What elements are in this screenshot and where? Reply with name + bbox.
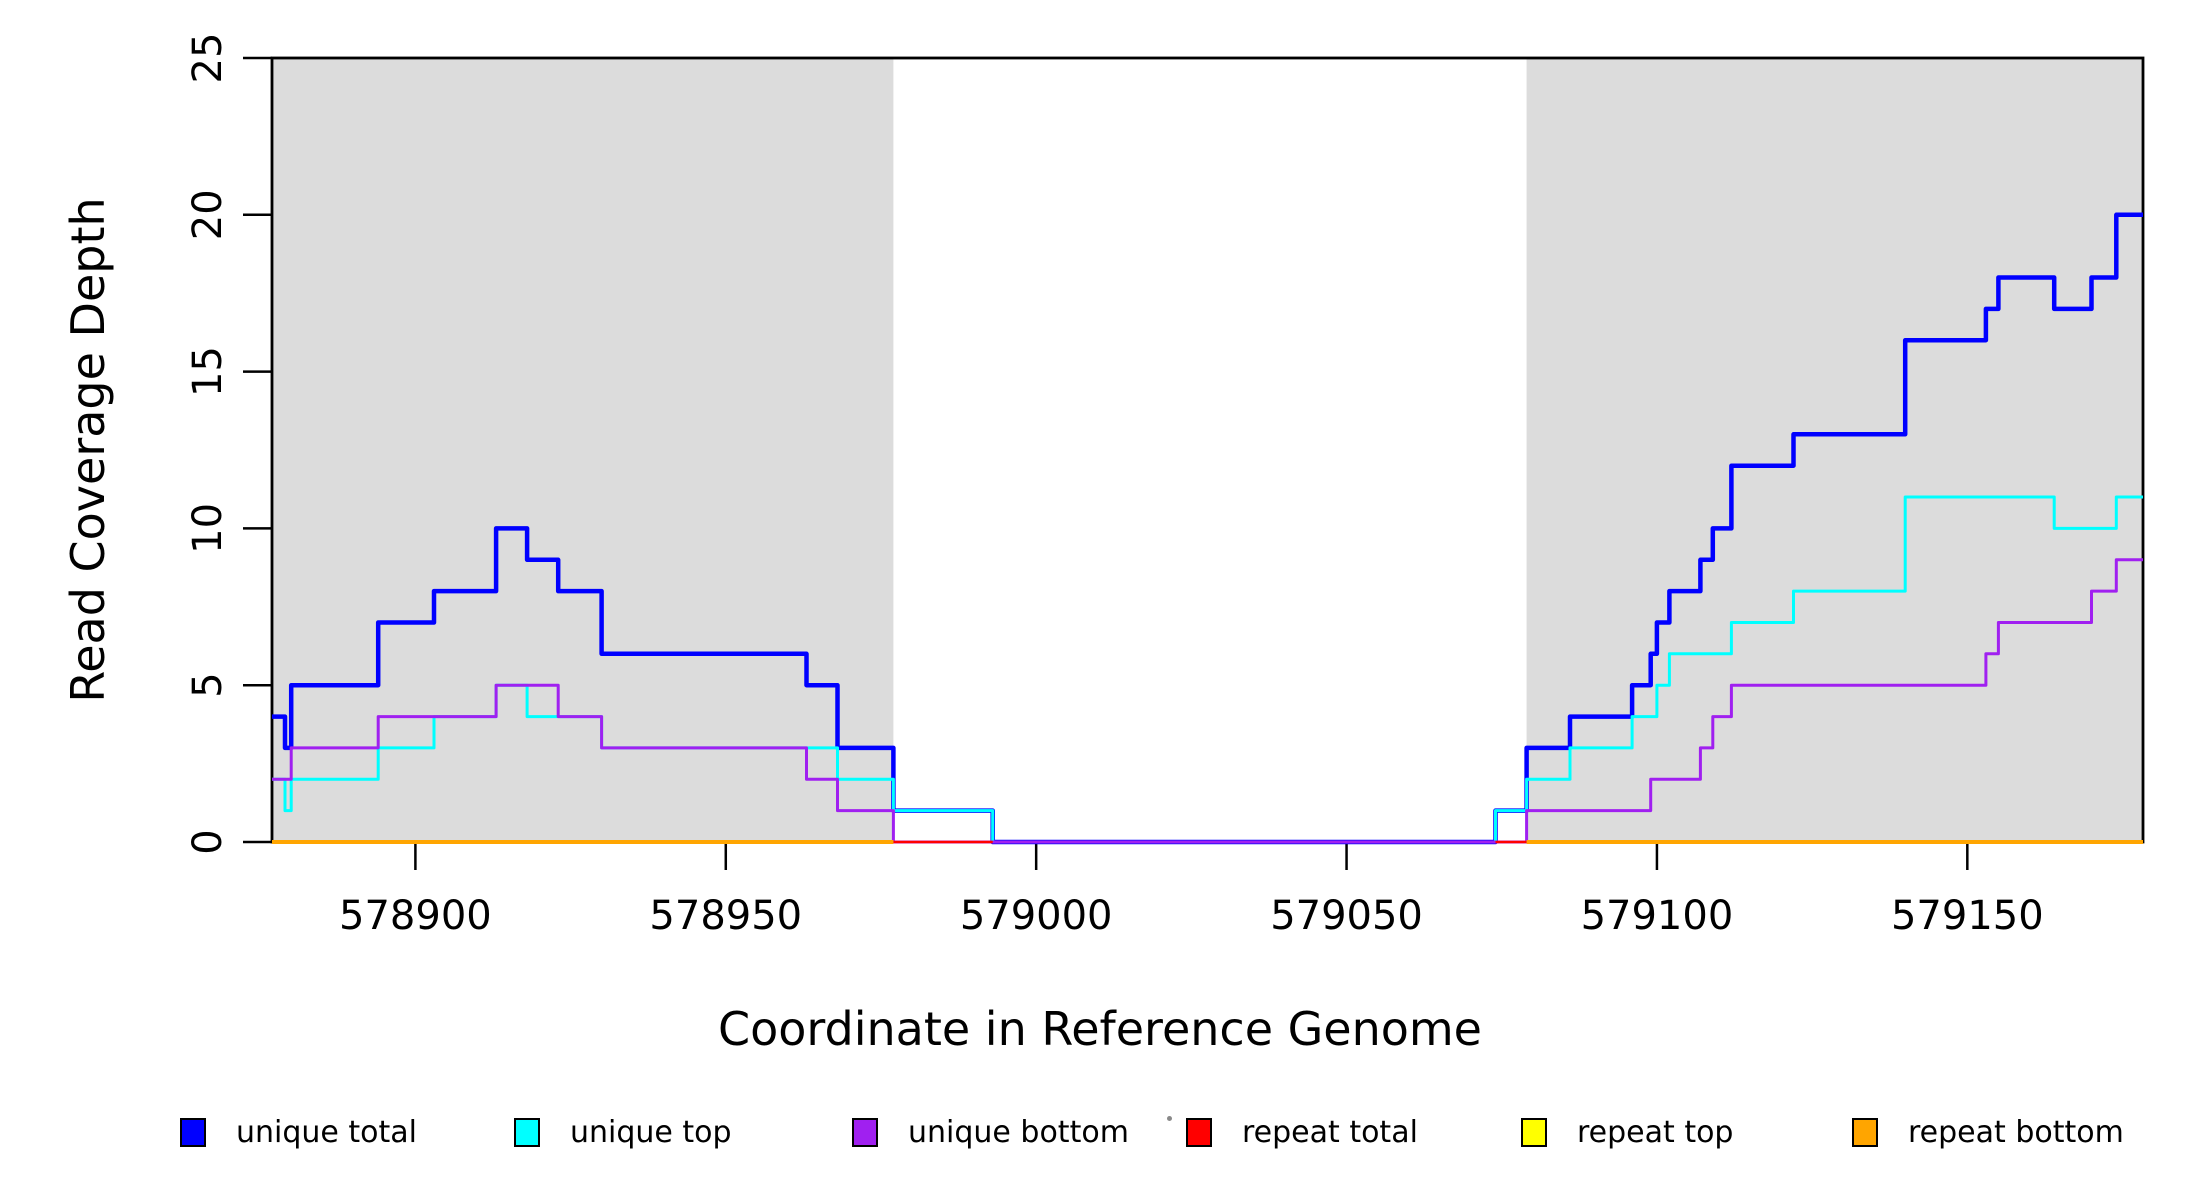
legend-item-repeat-top: repeat top: [1521, 1112, 1733, 1152]
y-axis-tick-label: 25: [185, 33, 231, 84]
series-unique-total: [272, 212, 2143, 845]
x-axis-tick-label: 578950: [649, 893, 802, 939]
legend-swatch-unique-total: [180, 1117, 206, 1147]
legend-item-repeat-bottom: repeat bottom: [1852, 1112, 2124, 1152]
y-axis-tick-label: 20: [185, 189, 231, 240]
legend-label: unique top: [570, 1114, 732, 1150]
series-unique-top: [272, 495, 2143, 844]
legend-swatch-unique-top: [514, 1117, 540, 1147]
y-axis-tick-label: 15: [185, 346, 231, 397]
legend-label: repeat bottom: [1908, 1114, 2124, 1150]
y-axis-tick-label: 0: [185, 829, 231, 854]
y-axis-title: Read Coverage Depth: [61, 197, 115, 703]
legend-swatch-repeat-bottom: [1852, 1117, 1878, 1147]
legend-label: repeat total: [1242, 1114, 1418, 1150]
legend-label: unique bottom: [908, 1114, 1129, 1150]
x-axis-tick-label: 578900: [339, 893, 492, 939]
y-axis-tick-label: 5: [185, 672, 231, 697]
legend-item-unique-top: unique top: [514, 1112, 732, 1152]
legend-item-unique-bottom: unique bottom: [852, 1112, 1129, 1152]
legend-swatch-repeat-total: [1186, 1117, 1212, 1147]
shaded-region-right: [1526, 58, 2143, 842]
y-axis-tick-label: 10: [185, 503, 231, 554]
x-axis-tick-label: 579000: [960, 893, 1113, 939]
x-axis-tick-label: 579150: [1891, 893, 2044, 939]
shaded-region-left: [272, 58, 894, 842]
legend-label: unique total: [236, 1114, 418, 1150]
series-unique-bottom: [272, 558, 2143, 844]
legend-swatch-repeat-top: [1521, 1117, 1547, 1147]
legend-item-unique-total: unique total: [180, 1112, 417, 1152]
legend-label: repeat top: [1577, 1114, 1734, 1150]
x-axis-title: Coordinate in Reference Genome: [718, 1002, 1482, 1056]
x-axis-tick-label: 579050: [1270, 893, 1423, 939]
legend-item-repeat-total: repeat total: [1186, 1112, 1418, 1152]
stray-dot-artifact: [1167, 1116, 1172, 1121]
legend-swatch-unique-bottom: [852, 1117, 878, 1147]
x-axis-tick-label: 579100: [1581, 893, 1734, 939]
